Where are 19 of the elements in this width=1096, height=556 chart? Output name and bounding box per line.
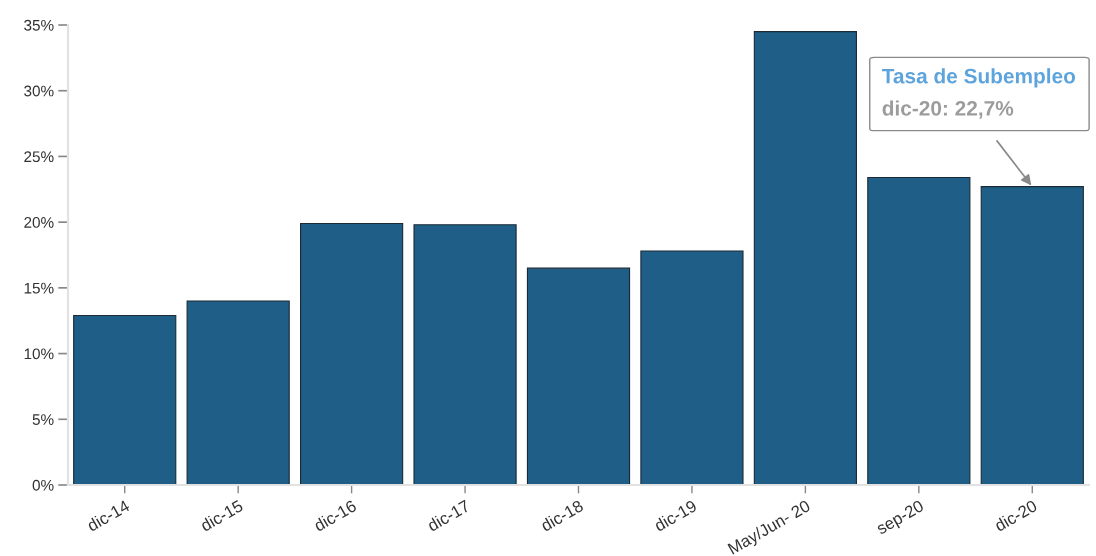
bar	[526, 267, 631, 485]
y-tick-label: 15%	[24, 282, 54, 294]
bar	[73, 314, 177, 485]
y-tick-label: 10%	[24, 348, 54, 360]
bar	[980, 186, 1084, 485]
bar	[413, 224, 517, 485]
y-tick-label: 5%	[32, 414, 54, 425]
annotation: dic-20: 22,7%	[882, 100, 1014, 119]
y-tick-label: 25%	[24, 151, 54, 163]
bar	[640, 250, 744, 485]
y-tick-label: 30%	[24, 85, 54, 97]
bar	[300, 222, 404, 485]
bar	[867, 176, 971, 485]
bar	[753, 31, 857, 485]
bar	[186, 300, 290, 485]
y-tick-label: 0%	[32, 479, 54, 491]
annotation: Tasa de Subempleo	[881, 68, 1076, 88]
y-tick-label: 20%	[24, 217, 54, 228]
y-tick-label: 35%	[24, 19, 54, 31]
